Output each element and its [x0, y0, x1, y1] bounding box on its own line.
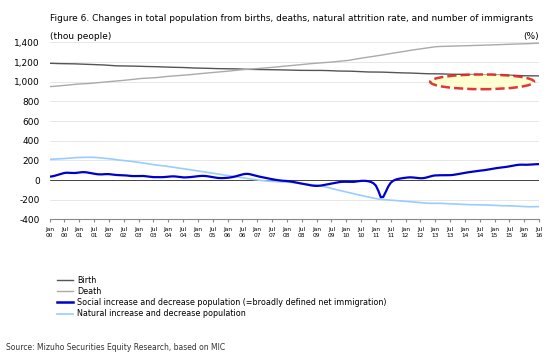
Text: (%): (%): [524, 32, 539, 41]
Text: Figure 6. Changes in total population from births, deaths, natural attrition rat: Figure 6. Changes in total population fr…: [50, 14, 532, 23]
Text: (thou people): (thou people): [50, 32, 111, 41]
Legend: Birth, Death, Social increase and decrease population (=broadly defined net immi: Birth, Death, Social increase and decrea…: [53, 273, 389, 321]
Text: Source: Mizuho Securities Equity Research, based on MIC: Source: Mizuho Securities Equity Researc…: [6, 343, 224, 352]
Ellipse shape: [430, 74, 534, 89]
